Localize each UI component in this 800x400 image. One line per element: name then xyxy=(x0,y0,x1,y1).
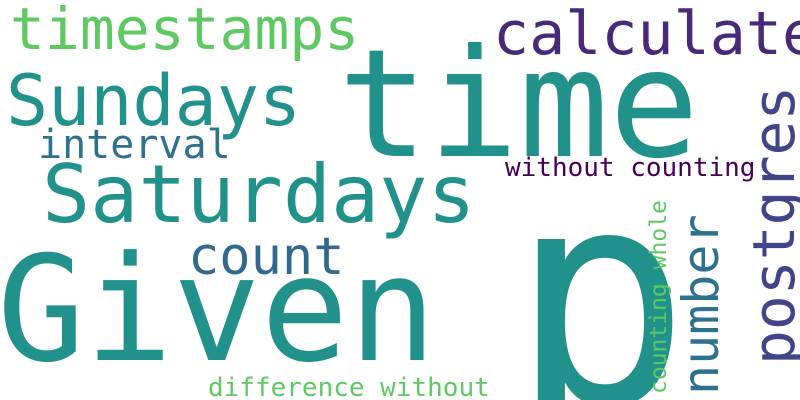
word-p: p xyxy=(510,125,691,400)
word-interval: interval xyxy=(38,122,231,168)
word-without-counting: without counting xyxy=(505,153,756,183)
word-postgres: postgres xyxy=(740,85,800,365)
word-calculate: calculate xyxy=(493,0,800,69)
word-timestamps: timestamps xyxy=(10,0,360,63)
word-counting-whole: counting whole xyxy=(646,200,672,394)
word-number: number xyxy=(672,214,730,395)
word-given: Given xyxy=(0,225,437,395)
word-saturdays: Saturdays xyxy=(42,148,476,241)
word-difference-without: difference without xyxy=(208,373,490,400)
word-sundays: Sundays xyxy=(6,60,302,142)
word-time: time xyxy=(338,18,700,192)
word-count: count xyxy=(188,227,345,287)
